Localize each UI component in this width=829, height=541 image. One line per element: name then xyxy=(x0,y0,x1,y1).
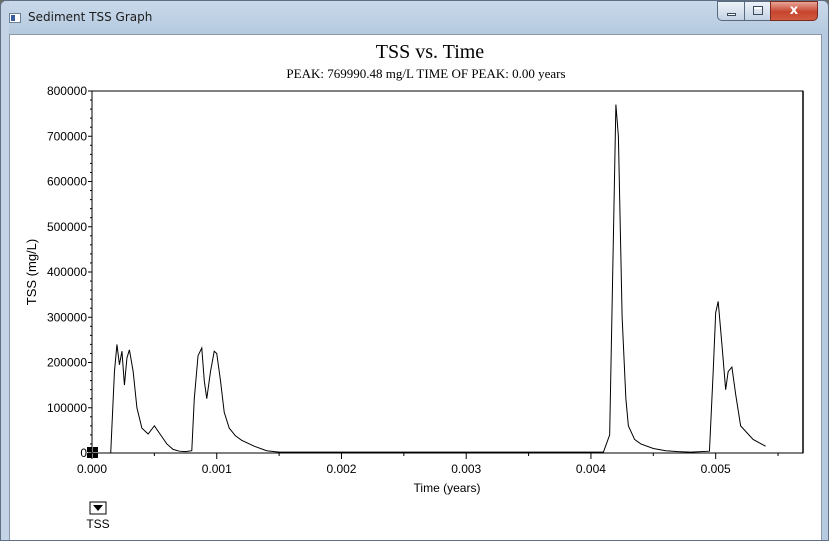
chart-subtitle: PEAK: 769990.48 mg/L TIME OF PEAK: 0.00 … xyxy=(286,66,565,81)
app-icon xyxy=(9,13,21,23)
chart-title: TSS vs. Time xyxy=(376,41,485,63)
x-tick-label: 0.004 xyxy=(576,462,606,476)
y-axis-label: TSS (mg/L) xyxy=(24,239,39,305)
y-tick-label: 300000 xyxy=(47,310,87,324)
minimize-icon xyxy=(727,13,736,16)
x-axis-label: Time (years) xyxy=(414,481,481,495)
window-left-frame xyxy=(1,1,9,540)
maximize-icon xyxy=(753,6,763,15)
y-tick-label: 200000 xyxy=(47,356,87,370)
y-tick-label: 800000 xyxy=(47,84,87,98)
x-tick-label: 0.002 xyxy=(326,462,356,476)
y-tick-label: 400000 xyxy=(47,265,87,279)
x-tick-label: 0.005 xyxy=(701,462,731,476)
y-tick-label: 500000 xyxy=(47,220,87,234)
x-axis: 0.000 0.001 0.002 0.003 0.004 0.005 xyxy=(77,453,779,476)
y-tick-label: 600000 xyxy=(47,175,87,189)
y-tick-label: 700000 xyxy=(47,129,87,143)
close-icon: x xyxy=(789,3,799,18)
title-bar[interactable]: Sediment TSS Graph x xyxy=(1,1,828,34)
close-button[interactable]: x xyxy=(770,1,818,21)
legend[interactable]: TSS xyxy=(86,501,110,531)
minimize-button[interactable] xyxy=(717,1,745,21)
series-line-tss xyxy=(92,104,766,454)
x-tick-label: 0.001 xyxy=(202,462,232,476)
series-layer xyxy=(92,104,766,454)
plot-frame xyxy=(91,90,804,454)
y-tick-label: 100000 xyxy=(47,401,87,415)
maximize-button[interactable] xyxy=(744,1,771,21)
window-title: Sediment TSS Graph xyxy=(28,10,153,24)
y-axis: 0 100000 200000 300000 400000 500000 600000 700… xyxy=(47,84,92,460)
dropdown-arrow-icon xyxy=(93,505,103,511)
legend-label: TSS xyxy=(86,517,109,531)
origin-marker[interactable] xyxy=(87,447,98,458)
x-tick-label: 0.000 xyxy=(77,462,107,476)
y-tick-label: 0 xyxy=(80,446,87,460)
x-tick-label: 0.003 xyxy=(451,462,481,476)
